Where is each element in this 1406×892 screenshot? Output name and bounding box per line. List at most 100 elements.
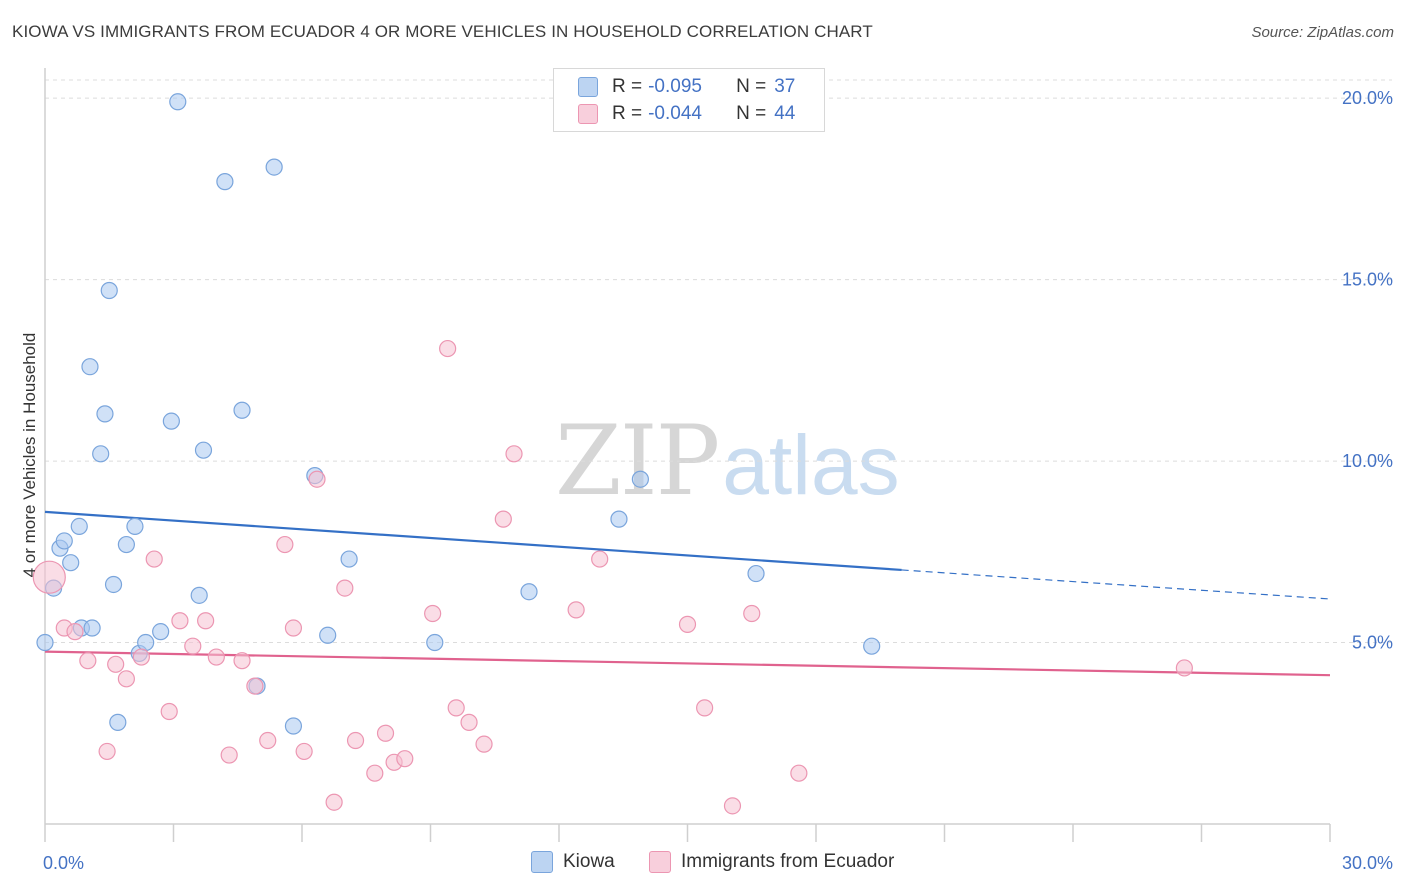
chart-title: KIOWA VS IMMIGRANTS FROM ECUADOR 4 OR MO… <box>12 22 873 41</box>
data-points <box>32 93 1193 815</box>
kiowa-point <box>137 633 155 652</box>
kiowa-point <box>81 358 99 376</box>
ecuador-point <box>160 702 178 721</box>
kiowa-point <box>104 575 123 594</box>
kiowa-point <box>55 532 73 550</box>
ecuador-point <box>184 637 202 655</box>
kiowa-point <box>426 633 444 652</box>
ecuador-point <box>107 655 125 673</box>
ecuador-point <box>723 797 742 815</box>
kiowa-point <box>265 158 283 176</box>
ecuador-point <box>145 550 163 568</box>
ecuador-point <box>447 699 465 717</box>
kiowa-point <box>83 619 101 637</box>
tick-labels: 5.0% 10.0% 15.0% 20.0% 0.0% 30.0% <box>43 88 1393 873</box>
kiowa-point <box>117 535 135 554</box>
kiowa-point <box>319 626 337 644</box>
y-tick-label: 10.0% <box>1342 451 1393 471</box>
kiowa-point <box>190 586 208 604</box>
legend-n-label: N = <box>736 76 767 97</box>
kiowa-point <box>233 401 251 419</box>
trend-lines <box>44 510 1331 677</box>
ecuador-point <box>475 735 493 753</box>
legend-r-label: R = <box>612 76 643 97</box>
ecuador-point <box>346 731 365 750</box>
ecuador-point <box>376 724 395 742</box>
ecuador-point <box>460 713 478 731</box>
ecuador-point <box>246 677 264 695</box>
kiowa-point <box>162 412 180 430</box>
ecuador-point <box>696 699 714 717</box>
ecuador-point <box>424 604 442 623</box>
ecuador-point <box>366 764 384 782</box>
kiowa-point <box>520 583 538 601</box>
x-tick-label: 0.0% <box>43 853 84 873</box>
ecuador-point <box>220 746 238 764</box>
legend-r-label: R = <box>612 103 643 124</box>
kiowa-point <box>36 633 54 652</box>
ecuador-point <box>207 648 225 666</box>
watermark-atlas: atlas <box>722 418 900 512</box>
legend-row-kiowa: R = -0.095 N = 37 <box>578 74 795 100</box>
chart-source: Source: ZipAtlas.com <box>1251 24 1394 41</box>
kiowa-point <box>216 173 234 191</box>
kiowa-point <box>284 717 303 735</box>
kiowa-point <box>109 713 127 731</box>
ecuador-point <box>171 612 189 630</box>
legend-r-value: -0.044 <box>648 103 702 124</box>
legend-item-kiowa: Kiowa <box>531 851 615 873</box>
kiowa-point <box>92 445 110 463</box>
ecuador-point <box>678 615 697 633</box>
legend-r-value: -0.095 <box>648 76 702 97</box>
kiowa-point <box>340 550 358 568</box>
kiowa-point <box>62 554 80 572</box>
y-tick-label: 5.0% <box>1352 633 1393 653</box>
kiowa-point <box>631 470 649 488</box>
kiowa-trend-extension <box>901 569 1331 600</box>
axes <box>44 68 1331 842</box>
ecuador-point <box>1175 659 1193 677</box>
legend-label-ecuador: Immigrants from Ecuador <box>681 851 895 872</box>
kiowa-point <box>100 281 118 300</box>
ecuador-point <box>567 601 585 619</box>
ecuador-point <box>66 623 84 641</box>
kiowa-point <box>194 441 213 459</box>
ecuador-point <box>284 619 303 637</box>
ecuador-point <box>336 579 354 597</box>
ecuador-point <box>743 604 761 623</box>
ecuador-point <box>197 612 215 630</box>
legend-n-value: 37 <box>774 76 796 97</box>
legend-n-value: 44 <box>774 103 796 124</box>
ecuador-point <box>276 535 294 554</box>
ecuador-trend-line <box>44 650 1331 677</box>
kiowa-point <box>126 517 144 536</box>
ecuador-point <box>259 731 277 750</box>
x-tick-label: 30.0% <box>1342 853 1393 873</box>
kiowa-point <box>70 517 88 536</box>
legend-n-label: N = <box>736 103 767 124</box>
legend-label-kiowa: Kiowa <box>563 851 615 872</box>
series-legend: Kiowa Immigrants from Ecuador <box>0 851 1406 879</box>
ecuador-point <box>439 339 457 358</box>
kiowa-point <box>747 564 765 583</box>
legend-item-ecuador: Immigrants from Ecuador <box>649 851 894 873</box>
y-tick-label: 20.0% <box>1342 88 1393 108</box>
ecuador-point <box>325 793 343 811</box>
kiowa-point <box>96 405 114 423</box>
ecuador-point <box>790 764 808 782</box>
kiowa-point <box>169 93 187 111</box>
kiowa-point <box>152 623 170 641</box>
ecuador-point <box>308 470 326 488</box>
ecuador-point <box>494 510 512 528</box>
kiowa-point <box>610 510 628 528</box>
ecuador-point <box>396 750 414 768</box>
ecuador-point <box>295 742 313 761</box>
y-axis-label-wrap: 4 or more Vehicles in Household <box>18 0 42 892</box>
ecuador-point <box>505 445 523 463</box>
ecuador-point <box>591 550 609 568</box>
kiowa-trend-line <box>44 510 902 572</box>
ecuador-point <box>32 560 66 594</box>
ecuador-point <box>98 742 116 761</box>
legend-swatch-kiowa <box>578 77 598 97</box>
